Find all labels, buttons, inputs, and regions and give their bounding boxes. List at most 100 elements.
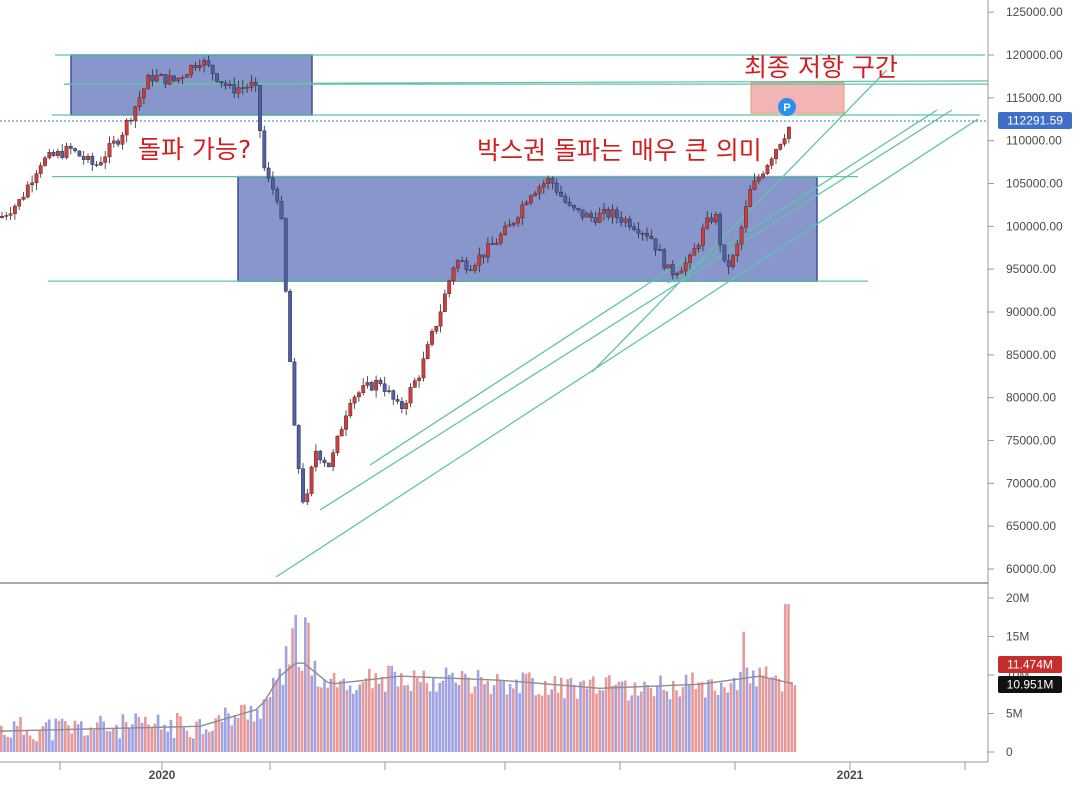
candle-body	[391, 390, 396, 400]
volume-bar	[540, 695, 544, 752]
candle-body	[180, 77, 185, 79]
volume-bar	[377, 683, 381, 752]
volume-bar	[672, 680, 675, 752]
volume-bar	[44, 722, 48, 752]
volume-bar	[291, 628, 294, 752]
candle-body	[64, 145, 69, 158]
annotation-range-breakout: 박스권 돌파는 매우 큰 의미	[477, 136, 762, 165]
volume-bar	[179, 716, 182, 752]
candle-body	[675, 273, 680, 276]
candle-body	[731, 255, 735, 267]
volume-bar	[544, 681, 547, 752]
candle-body	[400, 401, 404, 410]
candle-body	[619, 217, 624, 223]
volume-bar	[348, 685, 352, 752]
volume-bar	[137, 716, 141, 752]
volume-bar	[566, 679, 569, 752]
volume-bar	[48, 719, 51, 752]
y-tick-label: 110000.00	[1006, 134, 1062, 148]
volume-bar	[390, 665, 393, 752]
volume-bar	[624, 680, 627, 752]
volume-bar	[448, 674, 451, 752]
candle-body	[529, 195, 533, 204]
volume-bar	[233, 714, 237, 752]
volume-bar	[284, 646, 288, 752]
volume-bar	[320, 687, 323, 752]
candle-body	[378, 379, 383, 385]
candle-body	[615, 209, 619, 218]
candle-body	[662, 249, 667, 269]
volume-bar	[419, 682, 422, 752]
volume-bar	[211, 730, 214, 752]
candle-body	[787, 126, 791, 139]
candle-body	[163, 74, 168, 85]
candle-body	[589, 213, 594, 218]
candle-body	[511, 222, 516, 225]
volume-bar	[166, 731, 169, 752]
trendline	[319, 109, 953, 511]
candle-body	[137, 97, 142, 107]
candle-body	[210, 64, 215, 74]
candle-body	[645, 233, 649, 237]
volume-bar	[784, 604, 787, 752]
candle-body	[90, 155, 95, 165]
candle-body	[524, 202, 529, 206]
candle-body	[357, 392, 361, 398]
volume-bar	[787, 604, 790, 752]
volume-bar	[713, 690, 717, 752]
price-marker-icon[interactable]: P	[778, 98, 796, 116]
volume-bar	[716, 694, 720, 752]
candle-body	[404, 402, 409, 410]
candle-body	[288, 291, 292, 363]
candle-body	[572, 205, 576, 209]
volume-bar	[323, 679, 326, 752]
volume-bar	[105, 731, 109, 752]
candle-body	[533, 193, 538, 196]
volume-bar	[441, 680, 445, 752]
candle-body	[701, 227, 705, 246]
candle-body	[387, 390, 391, 392]
candle-body	[189, 65, 194, 76]
volume-bar	[633, 682, 637, 752]
volume-bar	[643, 681, 646, 752]
volume-bar	[483, 684, 486, 752]
volume-bar	[499, 681, 502, 752]
volume-bar	[3, 735, 6, 752]
candle-body	[154, 75, 159, 82]
volume-bar	[188, 736, 192, 752]
volume-bar	[230, 725, 233, 752]
candle-body	[339, 429, 344, 437]
volume-bar	[54, 718, 57, 752]
volume-bar	[777, 678, 781, 752]
candle-body	[395, 399, 400, 402]
candle-body	[215, 73, 219, 82]
candle-body	[30, 182, 34, 186]
volume-bar	[192, 738, 195, 752]
volume-bar	[265, 698, 269, 752]
volume-bar	[457, 685, 461, 752]
volume-bar	[422, 670, 425, 752]
volume-bar	[793, 685, 797, 752]
volume-bar	[531, 677, 534, 752]
volume-bar	[556, 692, 560, 752]
volume-bar	[518, 693, 521, 752]
candle-body	[8, 213, 13, 216]
volume-bar	[80, 721, 83, 752]
last-price-value: 112291.59	[1007, 114, 1063, 128]
volume-bar	[41, 726, 45, 752]
candle-body	[331, 452, 335, 468]
candle-body	[769, 158, 774, 166]
candle-body	[464, 260, 469, 271]
volume-bar	[169, 719, 173, 752]
volume-bar	[723, 687, 726, 752]
volume-bar	[473, 686, 477, 752]
candle-body	[443, 293, 447, 312]
volume-bar	[332, 673, 336, 752]
volume-bar	[217, 715, 221, 752]
volume-bar	[582, 680, 585, 752]
final-resistance-zone	[750, 81, 845, 114]
candle-body	[486, 243, 490, 258]
volume-bar	[262, 699, 265, 752]
